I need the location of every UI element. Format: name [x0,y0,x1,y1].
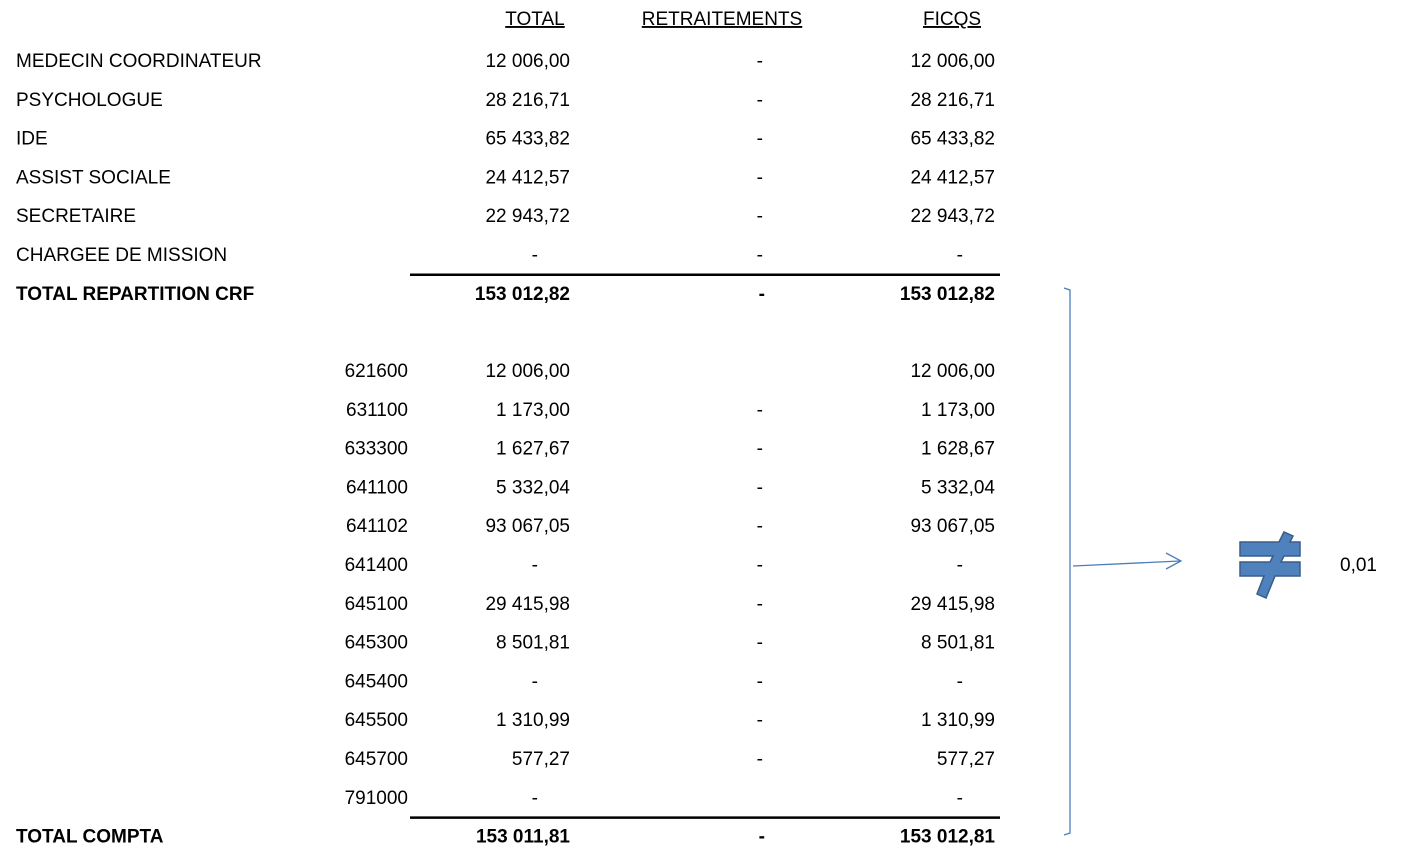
cell: - [757,51,763,72]
cell: - [759,827,765,848]
cell: - [757,400,763,421]
row-label: 791000 [345,788,408,809]
cell: - [757,710,763,731]
cell: 22 943,72 [910,206,995,227]
cell: 1 310,99 [921,710,995,731]
row-label: 621600 [345,361,408,382]
row-label: IDE [16,129,48,150]
cell: - [532,788,538,809]
cell: - [532,555,538,576]
cell: 12 006,00 [910,51,995,72]
row-label: 645500 [345,710,408,731]
row-label: 645700 [345,749,408,770]
row-label: ASSIST SOCIALE [16,167,171,188]
cell: 65 433,82 [910,129,995,150]
cell: - [757,671,763,692]
cell: - [757,129,763,150]
cell: - [757,245,763,266]
row-label: 645400 [345,671,408,692]
cell: 12 006,00 [485,361,570,382]
bracket [1063,287,1183,836]
cell: 28 216,71 [485,90,570,111]
cell: 5 332,04 [496,477,570,498]
cell: - [957,555,963,576]
cell: 8 501,81 [496,633,570,654]
cell: - [757,206,763,227]
row-label: CHARGEE DE MISSION [16,245,227,266]
row-label: 631100 [346,400,408,421]
row-label: 641102 [346,516,408,537]
cell: - [532,245,538,266]
cell: 1 173,00 [921,400,995,421]
cell: 577,27 [937,749,995,770]
column-header: FICQS [923,9,981,30]
difference: 0,01 [1340,555,1377,576]
cell: 12 006,00 [485,51,570,72]
cell: 65 433,82 [485,129,570,150]
cell: - [957,671,963,692]
cell: 1 628,67 [921,439,995,460]
cell: 29 415,98 [910,594,995,615]
cell: - [757,749,763,770]
cell: - [757,516,763,537]
column-header: RETRAITEMENTS [642,9,802,30]
row-label: SECRETAIRE [16,206,136,227]
cell: - [757,439,763,460]
cell: 28 216,71 [910,90,995,111]
cell: 153 012,82 [475,284,570,305]
cell: 1 310,99 [496,710,570,731]
row-label: 641400 [345,555,408,576]
row-label: 641100 [346,477,408,498]
cell: 153 012,81 [900,827,996,848]
cell: - [957,245,963,266]
cell: - [759,284,765,305]
total-label: TOTAL COMPTA [16,827,164,848]
cell: - [757,167,763,188]
cell: 24 412,57 [910,167,995,188]
cell: - [757,477,763,498]
cell: 93 067,05 [910,516,995,537]
cell: - [957,788,963,809]
cell: 22 943,72 [485,206,570,227]
cell: 1 173,00 [496,400,570,421]
cell: 1 627,67 [496,439,570,460]
cell: - [757,633,763,654]
cell: 5 332,04 [921,477,995,498]
cell: - [757,90,763,111]
cell: 577,27 [512,749,570,770]
row-label: 645300 [345,633,408,654]
row-label: 645100 [345,594,408,615]
total-label: TOTAL REPARTITION CRF [16,284,254,305]
cell: 29 415,98 [485,594,570,615]
column-header: TOTAL [505,9,564,30]
cell: - [757,555,763,576]
cell: 93 067,05 [485,516,570,537]
cell: 12 006,00 [910,361,995,382]
row-label: MEDECIN COORDINATEUR [16,51,262,72]
cell: 153 011,81 [476,827,570,848]
row-label: 633300 [345,439,408,460]
cell: 8 501,81 [921,633,995,654]
row-label: PSYCHOLOGUE [16,90,163,111]
cell: 24 412,57 [485,167,570,188]
cell: - [757,594,763,615]
cell: 153 012,82 [900,284,995,305]
not-equal-icon [1239,531,1301,599]
cell: - [532,671,538,692]
